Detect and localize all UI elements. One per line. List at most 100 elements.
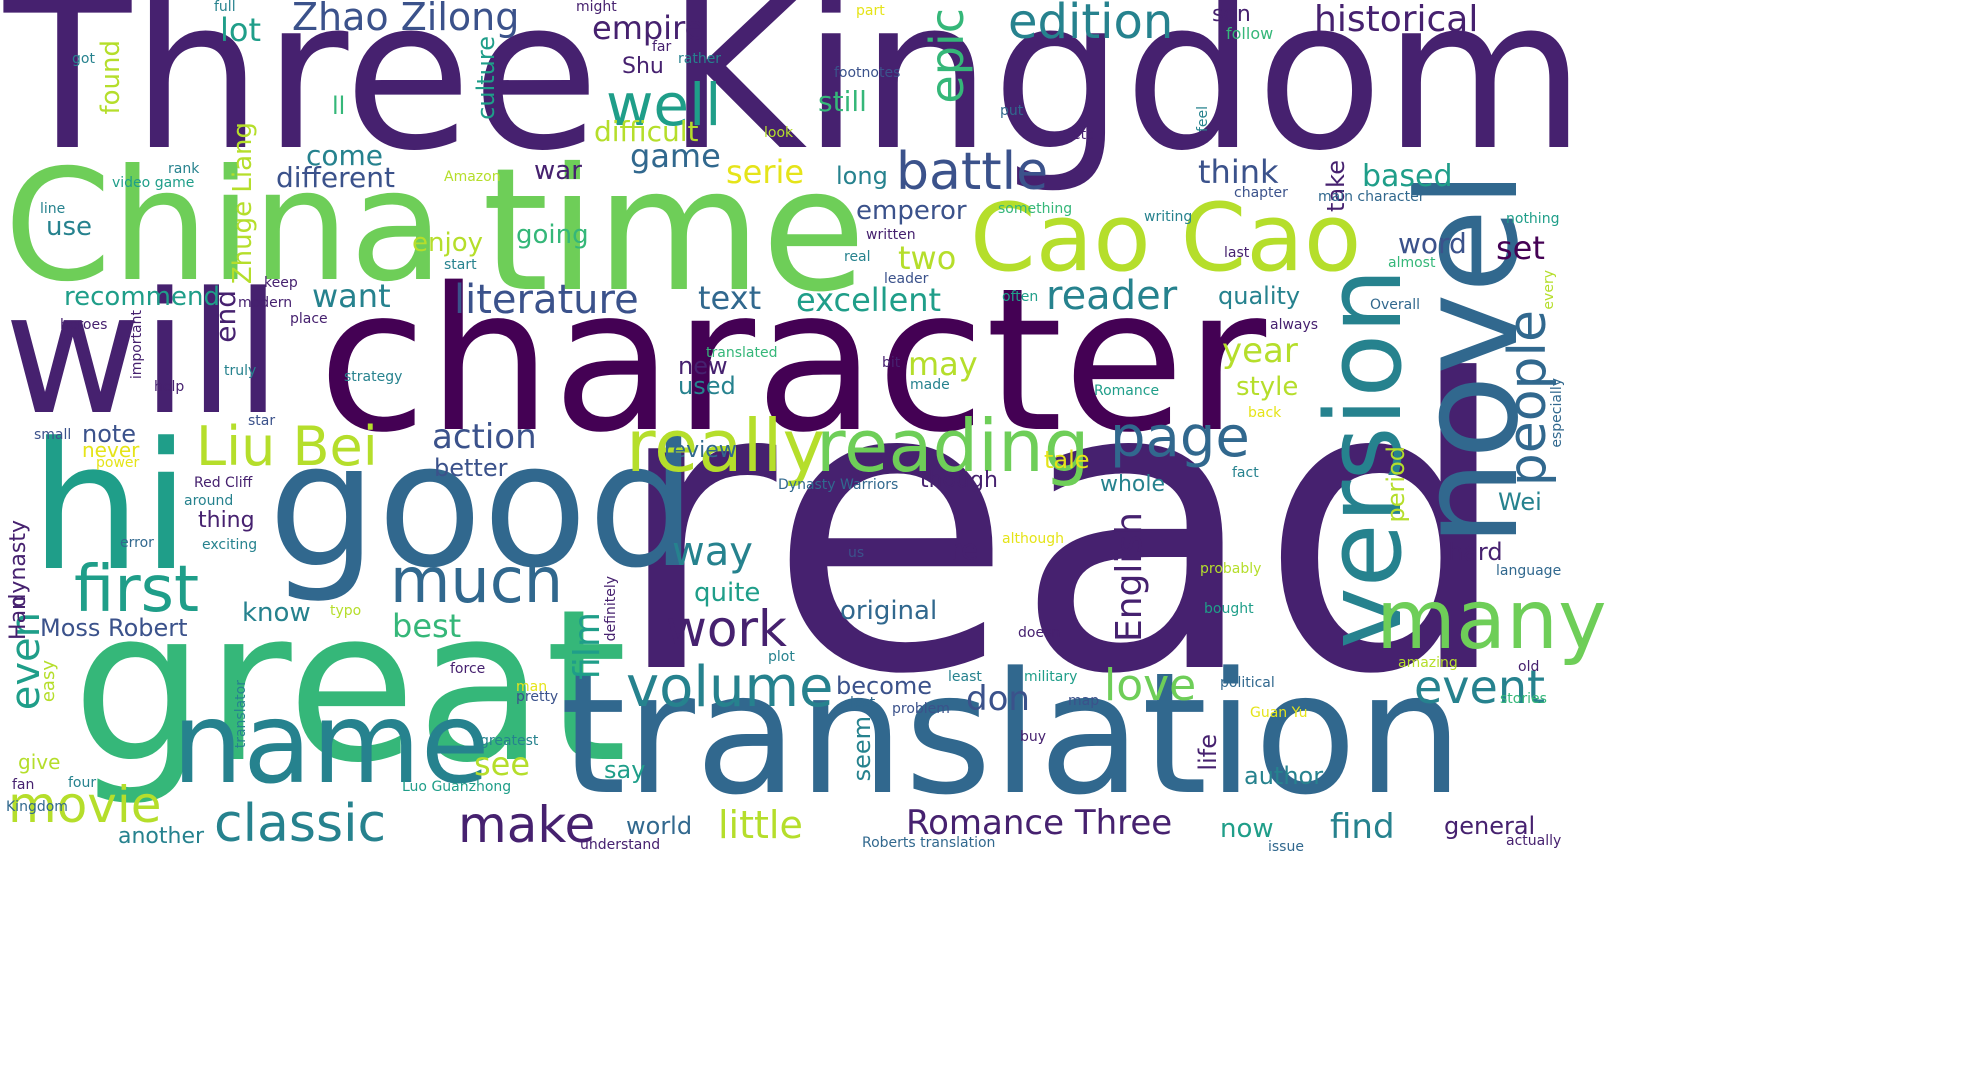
- word-often: often: [1002, 289, 1039, 305]
- word-different: different: [276, 161, 395, 194]
- word-han: Han: [6, 596, 31, 640]
- word-romance-three: Romance Three: [906, 803, 1173, 843]
- word-something: something: [998, 201, 1073, 217]
- word-writing: writing: [1144, 209, 1193, 225]
- word-whole: whole: [1100, 472, 1166, 497]
- word-real: real: [844, 249, 871, 265]
- word-political: political: [1220, 675, 1275, 691]
- word-reading: reading: [816, 404, 1090, 488]
- word-battle: battle: [896, 142, 1049, 202]
- word-four: four: [68, 775, 97, 791]
- word-culture: culture: [472, 36, 500, 120]
- word-us: us: [848, 545, 865, 561]
- word-language: language: [1496, 563, 1562, 579]
- word-important: important: [129, 310, 145, 380]
- word-guan-yu: Guan Yu: [1250, 705, 1308, 721]
- word-film: film: [567, 612, 608, 680]
- word-serie: serie: [726, 153, 805, 191]
- word-now: now: [1220, 814, 1274, 844]
- word-wei: Wei: [1498, 488, 1542, 516]
- word-liu-bei: Liu Bei: [196, 415, 378, 478]
- word-exciting: exciting: [202, 537, 258, 553]
- word-pretty: pretty: [516, 689, 559, 705]
- word-understand: understand: [580, 837, 661, 853]
- word-going: going: [516, 220, 589, 250]
- word-luo-guanzhong: Luo Guanzhong: [402, 779, 512, 795]
- word-historical: historical: [1314, 0, 1479, 40]
- word-roberts-translation: Roberts translation: [862, 835, 996, 851]
- word-author: author: [1244, 762, 1324, 790]
- word-last: last: [1224, 245, 1250, 261]
- word-greatest: greatest: [480, 733, 539, 749]
- word-war: war: [534, 156, 582, 186]
- word-way: way: [672, 529, 753, 575]
- word-work: work: [666, 600, 787, 658]
- word-least: least: [948, 669, 982, 685]
- word-difficult: difficult: [594, 115, 699, 148]
- word-event: event: [1414, 660, 1546, 714]
- word-note: note: [82, 420, 137, 448]
- word-far: far: [652, 39, 672, 55]
- word-dynasty: dynasty: [6, 520, 31, 608]
- word-full: full: [214, 0, 236, 15]
- word-typo: typo: [330, 603, 362, 619]
- word-written: written: [866, 227, 916, 243]
- word-general: general: [1444, 812, 1536, 840]
- word-quality: quality: [1218, 282, 1301, 310]
- word-give: give: [18, 750, 61, 774]
- word-hi: hi: [30, 405, 191, 610]
- word-always: always: [1270, 317, 1319, 333]
- word-know: know: [242, 598, 311, 628]
- word-military: military: [1024, 669, 1078, 685]
- word-especially: especially: [1549, 378, 1565, 448]
- word-zhao-zilong: Zhao Zilong: [292, 0, 520, 39]
- word-overall: Overall: [1370, 297, 1421, 313]
- word-enjoy: enjoy: [412, 228, 483, 258]
- word-used: used: [678, 372, 736, 400]
- word-bought: bought: [1204, 601, 1254, 617]
- word-come: come: [306, 139, 384, 172]
- word-translation: translation: [560, 636, 1464, 832]
- word-first: first: [74, 553, 200, 627]
- word-star: star: [248, 413, 276, 429]
- word-re: re: [950, 533, 979, 566]
- word-recommend: recommend: [64, 282, 220, 312]
- word-better: better: [434, 454, 508, 482]
- word-see: see: [474, 745, 531, 783]
- word-part: part: [856, 3, 885, 19]
- word-fan: fan: [12, 777, 35, 793]
- word-bit: bit: [882, 355, 901, 371]
- word-hard: hard: [1448, 538, 1503, 566]
- word-page: page: [1110, 405, 1250, 470]
- word-actually: actually: [1506, 833, 1562, 849]
- word-epic: epic: [920, 8, 974, 104]
- word-put: put: [1000, 103, 1024, 119]
- word-ll: ll: [332, 92, 346, 120]
- word-translated: translated: [706, 345, 778, 361]
- word-three-kingdom: Three Kingdom: [4, 0, 1586, 197]
- word-tale: tale: [1044, 446, 1090, 474]
- word-thing: thing: [198, 508, 255, 533]
- word-movie: movie: [8, 776, 162, 834]
- word-around: around: [184, 493, 234, 509]
- word-game: game: [630, 137, 721, 175]
- word-chapter: chapter: [1234, 185, 1288, 201]
- word-rather: rather: [678, 51, 722, 67]
- word-empire: empire: [592, 9, 705, 47]
- word-think: think: [1198, 153, 1279, 191]
- word-moss-robert: Moss Robert: [40, 614, 188, 642]
- word-footnotes: footnotes: [834, 65, 901, 81]
- word-read: read: [612, 297, 1513, 762]
- word-man: man: [516, 679, 548, 695]
- word-fact: fact: [1232, 465, 1259, 481]
- word-original: original: [840, 596, 938, 626]
- word-two: two: [898, 239, 957, 277]
- word-start: start: [444, 257, 477, 273]
- word-truly: truly: [224, 363, 257, 379]
- word-review: review: [664, 438, 737, 463]
- word-still: still: [818, 85, 867, 118]
- word-leader: leader: [884, 271, 929, 287]
- word-buy: buy: [1020, 729, 1047, 745]
- word-main-character: main character: [1318, 189, 1425, 205]
- word-place: place: [290, 311, 328, 327]
